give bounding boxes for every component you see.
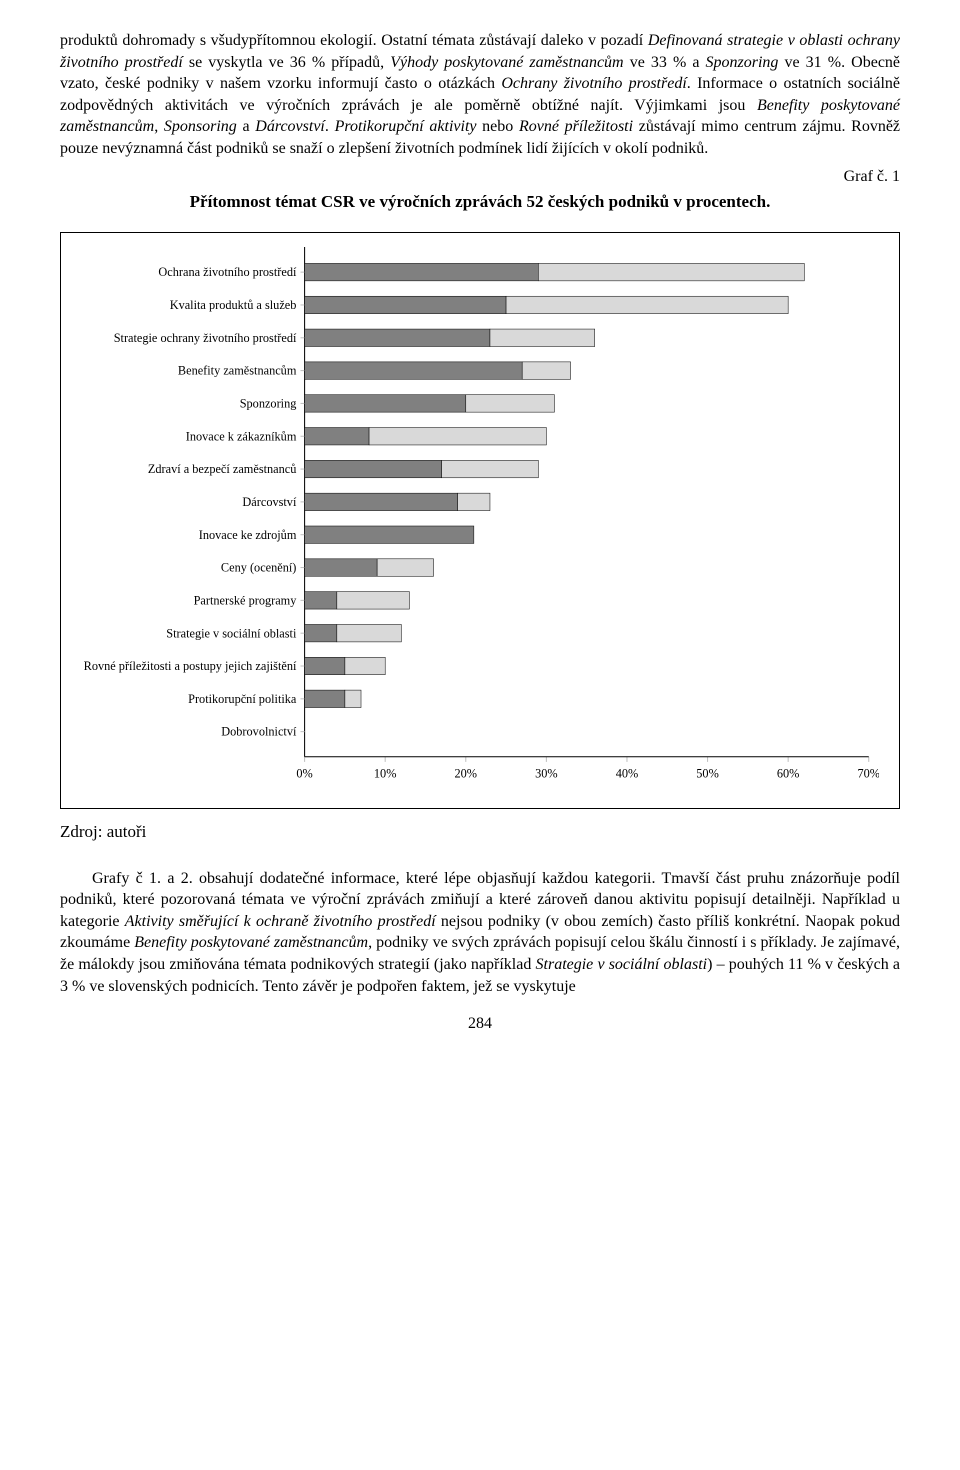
figure-number: Graf č. 1 — [60, 166, 900, 188]
svg-text:Protikorupční politika: Protikorupční politika — [188, 692, 297, 706]
figure-source: Zdroj: autoři — [60, 821, 900, 844]
figure-title: Přítomnost témat CSR ve výročních zprává… — [60, 191, 900, 214]
body-paragraph-1: produktů dohromady s všudypřítomnou ekol… — [60, 30, 900, 160]
svg-text:Kvalita produktů a služeb: Kvalita produktů a služeb — [170, 298, 297, 312]
svg-text:Inovace k zákazníkům: Inovace k zákazníkům — [186, 429, 297, 443]
svg-text:Dobrovolnictví: Dobrovolnictví — [221, 725, 297, 739]
svg-text:Dárcovství: Dárcovství — [242, 495, 297, 509]
svg-text:0%: 0% — [296, 766, 312, 780]
svg-text:10%: 10% — [374, 766, 397, 780]
svg-text:Partnerské programy: Partnerské programy — [194, 594, 298, 608]
svg-text:Strategie ochrany životního pr: Strategie ochrany životního prostředí — [114, 331, 297, 345]
svg-text:40%: 40% — [616, 766, 639, 780]
csr-bar-chart: 0% 10% 20% 30% 40% 50% 60% 70% Ochrana životního… — [81, 247, 879, 788]
svg-text:Zdraví a bezpečí zaměstnanců: Zdraví a bezpečí zaměstnanců — [148, 462, 297, 476]
svg-text:Sponzoring: Sponzoring — [240, 397, 297, 411]
svg-text:50%: 50% — [696, 766, 719, 780]
svg-text:70%: 70% — [857, 766, 879, 780]
svg-text:30%: 30% — [535, 766, 558, 780]
page: produktů dohromady s všudypřítomnou ekol… — [0, 0, 960, 1065]
svg-text:20%: 20% — [455, 766, 478, 780]
page-number: 284 — [60, 1013, 900, 1035]
svg-text:Rovné příležitosti a postupy j: Rovné příležitosti a postupy jejich zaji… — [84, 659, 297, 673]
chart-container: 0% 10% 20% 30% 40% 50% 60% 70% Ochrana životního… — [60, 232, 900, 809]
svg-text:Ceny (ocenění): Ceny (ocenění) — [221, 561, 296, 575]
svg-text:Benefity zaměstnancům: Benefity zaměstnancům — [178, 364, 297, 378]
svg-text:Strategie v sociální oblasti: Strategie v sociální oblasti — [166, 626, 297, 640]
svg-text:Inovace ke zdrojům: Inovace ke zdrojům — [199, 528, 297, 542]
svg-text:Ochrana životního prostředí: Ochrana životního prostředí — [158, 265, 297, 279]
body-paragraph-2: Grafy č 1. a 2. obsahují dodatečné infor… — [60, 868, 900, 998]
svg-text:60%: 60% — [777, 766, 800, 780]
